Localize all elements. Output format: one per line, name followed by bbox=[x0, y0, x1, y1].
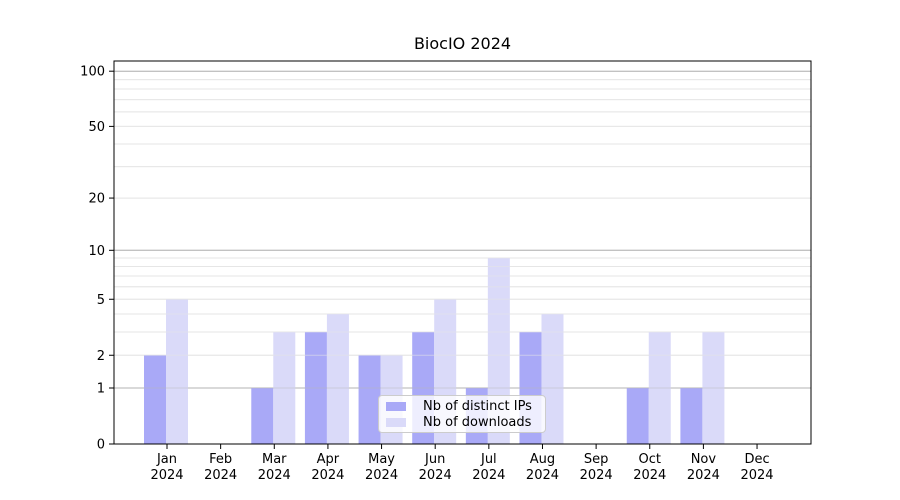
x-tick-label-year-Jun: 2024 bbox=[419, 468, 452, 483]
bar-ips-Mar bbox=[251, 388, 274, 444]
legend-swatch-distinct-ips bbox=[386, 401, 406, 411]
x-tick-label-year-Mar: 2024 bbox=[258, 468, 291, 483]
bar-downloads-Jan bbox=[166, 299, 188, 444]
legend-label-distinct-ips: Nb of distinct IPs bbox=[423, 398, 532, 414]
x-tick-label-month-Mar: Mar bbox=[262, 452, 287, 467]
x-tick-label-year-Nov: 2024 bbox=[687, 468, 720, 483]
bar-ips-Oct bbox=[626, 388, 649, 444]
y-tick-label-2: 2 bbox=[97, 349, 105, 364]
x-tick-label-year-May: 2024 bbox=[365, 468, 398, 483]
legend-swatch-downloads bbox=[386, 417, 406, 427]
bar-ips-Apr bbox=[304, 332, 327, 444]
x-tick-label-month-Apr: Apr bbox=[317, 452, 340, 467]
x-tick-label-year-Apr: 2024 bbox=[311, 468, 344, 483]
bar-ips-Jan bbox=[144, 355, 166, 444]
x-tick-label-month-Sep: Sep bbox=[584, 452, 609, 467]
x-tick-label-year-Dec: 2024 bbox=[740, 468, 773, 483]
y-tick-label-0: 0 bbox=[97, 438, 105, 453]
bar-downloads-Apr bbox=[326, 313, 349, 444]
y-tick-label-10: 10 bbox=[88, 244, 105, 259]
x-tick-label-year-Sep: 2024 bbox=[580, 468, 613, 483]
bar-downloads-Nov bbox=[702, 332, 725, 444]
y-tick-label-5: 5 bbox=[97, 293, 105, 308]
legend-item-distinct-ips: Nb of distinct IPs bbox=[386, 398, 539, 414]
x-tick-label-month-Jun: Jun bbox=[424, 452, 445, 467]
bar-ips-Nov bbox=[680, 388, 703, 444]
x-tick-label-year-Feb: 2024 bbox=[204, 468, 237, 483]
x-tick-label-month-Feb: Feb bbox=[209, 452, 232, 467]
bar-downloads-Oct bbox=[648, 332, 671, 444]
x-tick-label-month-Oct: Oct bbox=[639, 452, 661, 467]
y-tick-label-20: 20 bbox=[88, 192, 105, 207]
legend-item-downloads: Nb of downloads bbox=[386, 414, 539, 430]
bar-ips-May bbox=[358, 355, 381, 444]
y-tick-label-50: 50 bbox=[88, 120, 105, 135]
legend: Nb of distinct IPs Nb of downloads bbox=[378, 395, 546, 433]
x-tick-label-year-Jul: 2024 bbox=[472, 468, 505, 483]
bar-downloads-Aug bbox=[541, 313, 564, 444]
x-tick-label-year-Oct: 2024 bbox=[633, 468, 666, 483]
y-tick-label-1: 1 bbox=[97, 382, 105, 397]
x-tick-label-month-Aug: Aug bbox=[530, 452, 555, 467]
y-tick-label-100: 100 bbox=[80, 65, 105, 80]
chart-title: BiocIO 2024 bbox=[413, 34, 512, 53]
x-tick-label-month-Dec: Dec bbox=[744, 452, 769, 467]
x-tick-label-month-Jul: Jul bbox=[480, 452, 497, 467]
legend-label-downloads: Nb of downloads bbox=[423, 414, 532, 430]
plot-frame bbox=[113, 60, 812, 445]
x-tick-label-month-May: May bbox=[368, 452, 395, 467]
x-tick-label-month-Jan: Jan bbox=[156, 452, 177, 467]
x-tick-label-month-Nov: Nov bbox=[691, 452, 717, 467]
x-tick-label-year-Jan: 2024 bbox=[150, 468, 183, 483]
x-tick-label-year-Aug: 2024 bbox=[526, 468, 559, 483]
bar-downloads-Mar bbox=[273, 332, 296, 444]
